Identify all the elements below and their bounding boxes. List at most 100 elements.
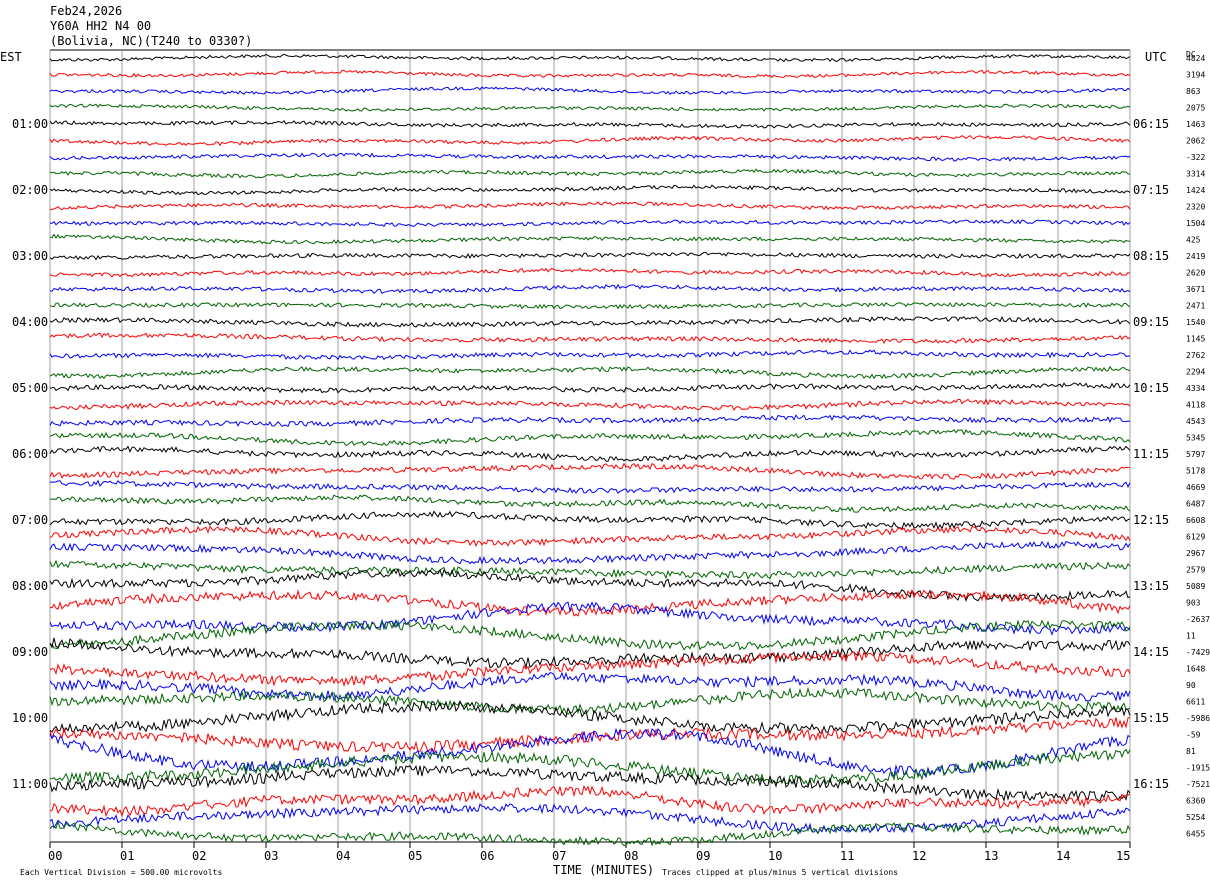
- dc-offset-label: -322: [1186, 153, 1205, 162]
- right-hour-label: 14:15: [1133, 645, 1169, 659]
- dc-offset-label: 3671: [1186, 285, 1205, 294]
- left-hour-label: 05:00: [12, 381, 48, 395]
- trace-line: [49, 332, 1131, 345]
- dc-offset-label: 425: [1186, 236, 1201, 245]
- footer-clip-note: Traces clipped at plus/minus 5 vertical …: [662, 868, 898, 877]
- dc-offset-label: 1648: [1186, 665, 1205, 674]
- trace-line: [49, 267, 1131, 278]
- trace-line: [49, 233, 1131, 245]
- dc-offset-label: 6455: [1186, 830, 1205, 839]
- dc-offset-label: 3194: [1186, 71, 1205, 80]
- left-hour-label: 02:00: [12, 183, 48, 197]
- right-hour-label: 08:15: [1133, 249, 1169, 263]
- right-hour-label: 15:15: [1133, 711, 1169, 725]
- trace-line: [49, 764, 1131, 803]
- dc-offset-label: 4824: [1186, 54, 1205, 63]
- dc-offset-label: 90: [1186, 681, 1196, 690]
- trace-line: [49, 168, 1131, 179]
- right-hour-label: 16:15: [1133, 777, 1169, 791]
- dc-offset-label: -59: [1186, 731, 1201, 740]
- trace-line: [49, 619, 1131, 651]
- trace-line: [49, 152, 1131, 162]
- trace-line: [49, 559, 1131, 580]
- trace-line: [49, 429, 1131, 447]
- x-tick-label: 08: [624, 849, 638, 863]
- right-hour-label: 10:15: [1133, 381, 1169, 395]
- left-hour-label: 06:00: [12, 447, 48, 461]
- dc-offset-label: 2762: [1186, 351, 1205, 360]
- trace-line: [49, 671, 1131, 702]
- dc-offset-label: 1504: [1186, 219, 1205, 228]
- grid-lines: [49, 49, 1131, 848]
- x-tick-label: 03: [264, 849, 278, 863]
- left-hour-label: 10:00: [12, 711, 48, 725]
- trace-line: [49, 302, 1131, 310]
- x-tick-label: 05: [408, 849, 422, 863]
- trace-line: [49, 134, 1131, 147]
- trace-line: [49, 803, 1131, 835]
- trace-line: [49, 283, 1131, 295]
- dc-offset-label: 81: [1186, 747, 1196, 756]
- trace-line: [49, 445, 1131, 462]
- x-tick-label: 13: [984, 849, 998, 863]
- dc-offset-label: 6608: [1186, 516, 1205, 525]
- dc-offset-label: 11: [1186, 632, 1196, 641]
- trace-line: [49, 120, 1131, 129]
- trace-line: [49, 637, 1131, 670]
- trace-line: [49, 820, 1131, 847]
- x-tick-label: 14: [1056, 849, 1070, 863]
- trace-line: [49, 700, 1131, 735]
- dc-offset-label: 1424: [1186, 186, 1205, 195]
- x-tick-label: 10: [768, 849, 782, 863]
- trace-line: [49, 650, 1131, 687]
- dc-offset-label: 863: [1186, 87, 1201, 96]
- header-location: (Bolivia, NC)(T240 to 0330?): [50, 34, 253, 48]
- right-hour-label: 06:15: [1133, 117, 1169, 131]
- trace-line: [49, 510, 1131, 530]
- dc-offset-label: 5178: [1186, 467, 1205, 476]
- dc-offset-label: 4118: [1186, 401, 1205, 410]
- trace-line: [49, 365, 1131, 380]
- dc-offset-label: -2637: [1186, 615, 1210, 624]
- dc-offset-label: 5089: [1186, 582, 1205, 591]
- trace-line: [49, 414, 1131, 428]
- trace-line: [49, 69, 1131, 79]
- right-hour-label: 13:15: [1133, 579, 1169, 593]
- x-tick-label: 11: [840, 849, 854, 863]
- left-hour-label: 07:00: [12, 513, 48, 527]
- trace-line: [49, 382, 1131, 394]
- dc-offset-label: 1540: [1186, 318, 1205, 327]
- dc-offset-label: -7521: [1186, 780, 1210, 789]
- trace-line: [49, 462, 1131, 480]
- trace-line: [49, 748, 1131, 788]
- right-hour-label: 07:15: [1133, 183, 1169, 197]
- dc-offset-label: 2579: [1186, 566, 1205, 575]
- left-hour-label: 09:00: [12, 645, 48, 659]
- dc-offset-label: 4543: [1186, 417, 1205, 426]
- dc-offset-label: 903: [1186, 599, 1201, 608]
- left-timezone-label: EST: [0, 50, 22, 64]
- header-station: Y60A HH2 N4 00: [50, 19, 152, 33]
- dc-offset-label: 6487: [1186, 500, 1205, 509]
- trace-line: [49, 589, 1131, 617]
- trace-line: [49, 103, 1131, 112]
- trace-line: [49, 184, 1131, 196]
- axis-labels: EST UTC DC TIME (MINUTES) Each Vertical …: [0, 50, 1210, 877]
- trace-line: [49, 251, 1131, 261]
- dc-offset-label: 5254: [1186, 813, 1205, 822]
- dc-offset-label: 2062: [1186, 137, 1205, 146]
- dc-offset-label: 2075: [1186, 104, 1205, 113]
- dc-offset-label: 6129: [1186, 533, 1205, 542]
- seismic-traces: [49, 53, 1131, 847]
- x-tick-label: 12: [912, 849, 926, 863]
- trace-line: [49, 525, 1131, 548]
- trace-line: [49, 494, 1131, 513]
- dc-offset-label: 1463: [1186, 120, 1205, 129]
- dc-offset-label: 6360: [1186, 797, 1205, 806]
- dc-offset-label: 4669: [1186, 483, 1205, 492]
- trace-line: [49, 727, 1131, 779]
- x-axis-title: TIME (MINUTES): [553, 863, 654, 877]
- trace-line: [49, 479, 1131, 494]
- dc-offset-label: 1145: [1186, 335, 1205, 344]
